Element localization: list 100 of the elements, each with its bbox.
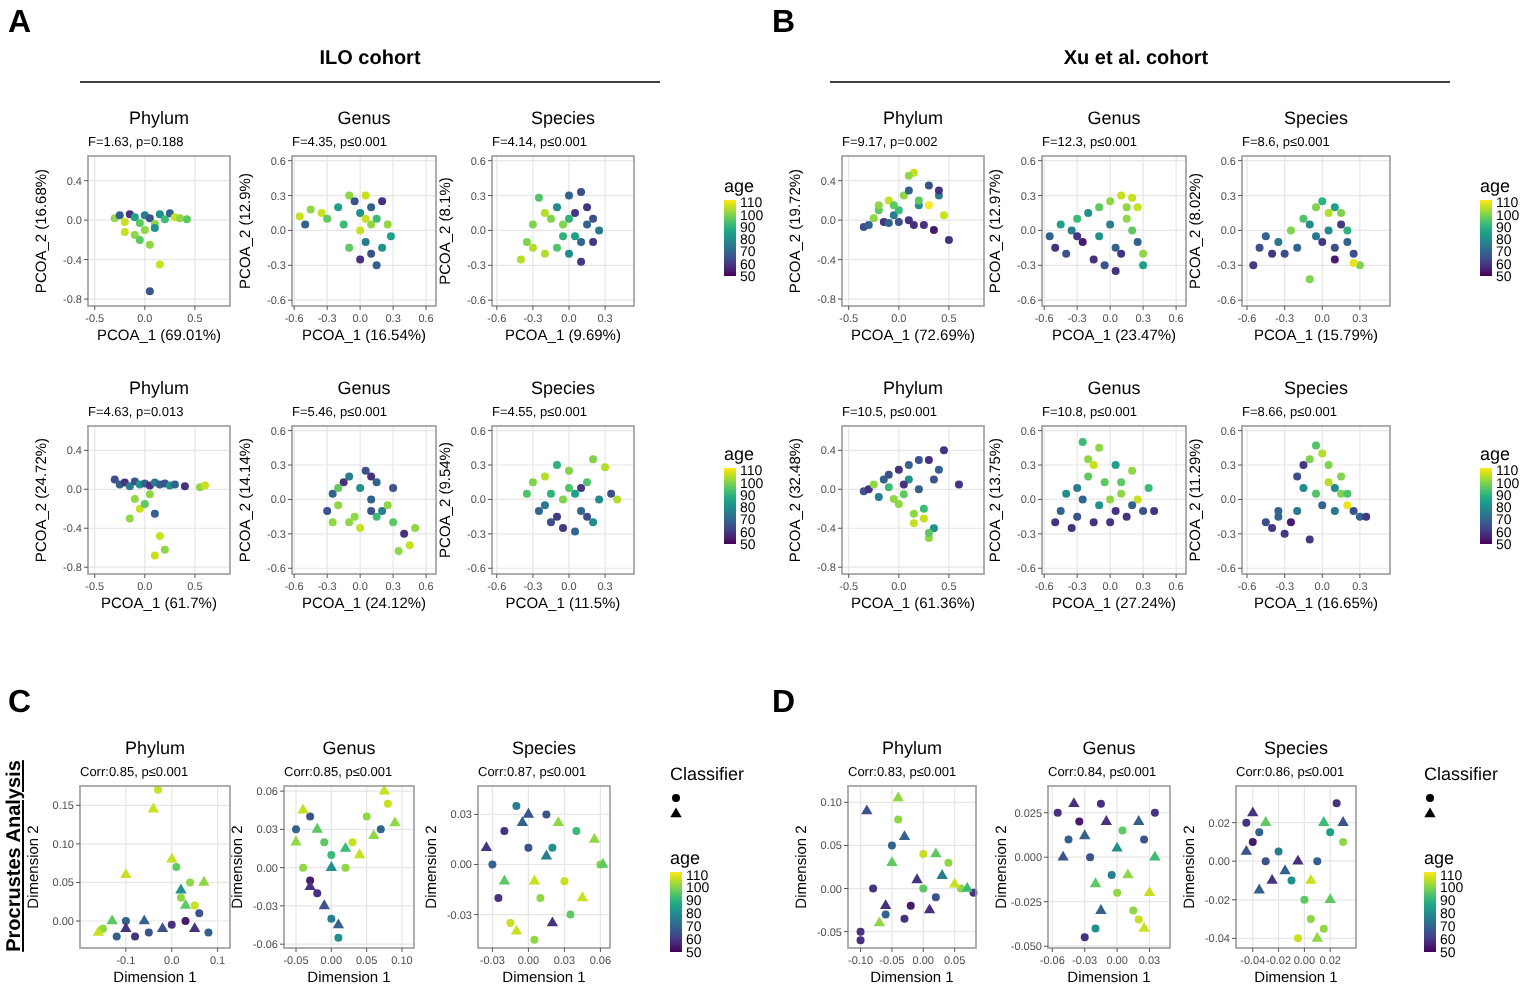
point (571, 489, 580, 498)
point (924, 201, 933, 210)
point (120, 868, 132, 878)
point (566, 910, 575, 919)
point (400, 529, 409, 538)
point (546, 916, 559, 927)
point (1324, 226, 1333, 235)
point (318, 899, 330, 910)
point (350, 197, 359, 206)
point (906, 901, 915, 910)
point (601, 463, 610, 472)
point (1139, 249, 1148, 258)
point (923, 903, 936, 914)
point (613, 495, 622, 504)
chart-title: Species (1283, 108, 1350, 128)
point (856, 936, 865, 945)
point (195, 909, 204, 918)
point (1305, 873, 1317, 884)
point (565, 483, 574, 492)
point (1128, 193, 1137, 202)
text: D (772, 686, 796, 720)
point (1312, 203, 1320, 212)
color-bar-title: age (1480, 444, 1511, 464)
point (934, 465, 943, 474)
point (909, 221, 918, 230)
point (1279, 864, 1291, 875)
point (1337, 489, 1346, 498)
point (889, 211, 898, 220)
legend-title: Classifier (1424, 764, 1499, 784)
point (856, 927, 865, 936)
point (155, 532, 164, 541)
point (1075, 817, 1084, 826)
point (583, 512, 592, 521)
point (589, 518, 598, 527)
point (165, 209, 174, 218)
point (1293, 506, 1302, 515)
point (334, 501, 343, 510)
point (1318, 501, 1327, 510)
point (919, 850, 928, 859)
point (1312, 232, 1320, 241)
point (1280, 529, 1289, 538)
point (145, 287, 154, 296)
point (1324, 478, 1333, 487)
point (1084, 208, 1093, 217)
point (1318, 449, 1327, 458)
point (356, 208, 365, 217)
point (904, 186, 913, 195)
point (180, 482, 189, 491)
point (589, 455, 598, 464)
point (889, 201, 898, 210)
point (1349, 249, 1358, 258)
point (1300, 895, 1309, 904)
point (914, 485, 923, 494)
point (1106, 518, 1115, 527)
point (372, 478, 381, 487)
point (1117, 489, 1126, 498)
point (1122, 214, 1131, 223)
point (1051, 518, 1060, 527)
point (929, 226, 938, 235)
point (1089, 461, 1098, 470)
point (345, 243, 354, 252)
point (156, 922, 169, 932)
point (934, 186, 943, 195)
point (930, 847, 942, 858)
point (1128, 501, 1137, 510)
point (1095, 501, 1104, 510)
point (879, 899, 892, 910)
point (378, 197, 387, 206)
point (147, 802, 160, 813)
point (306, 205, 315, 214)
point (583, 203, 592, 212)
point (542, 810, 551, 819)
point (367, 203, 376, 212)
point (367, 506, 376, 515)
point (339, 841, 352, 852)
point (909, 519, 918, 528)
point (353, 848, 366, 859)
point (1067, 524, 1076, 533)
point (936, 869, 948, 879)
point (589, 214, 598, 223)
point (1343, 226, 1352, 235)
point (378, 506, 387, 515)
point (1095, 203, 1104, 212)
point (894, 206, 903, 215)
point (919, 514, 928, 523)
chart-title: Genus (1087, 378, 1142, 398)
point (559, 495, 567, 504)
point (182, 215, 191, 224)
point (559, 232, 567, 241)
point (386, 232, 395, 241)
point (869, 214, 878, 223)
point (552, 461, 561, 470)
point (1073, 483, 1082, 492)
point (577, 257, 586, 266)
point (1247, 806, 1259, 817)
point (1086, 853, 1095, 862)
point (559, 524, 567, 533)
point (110, 475, 119, 484)
point (130, 495, 139, 504)
color-bar-title: age (724, 176, 755, 196)
